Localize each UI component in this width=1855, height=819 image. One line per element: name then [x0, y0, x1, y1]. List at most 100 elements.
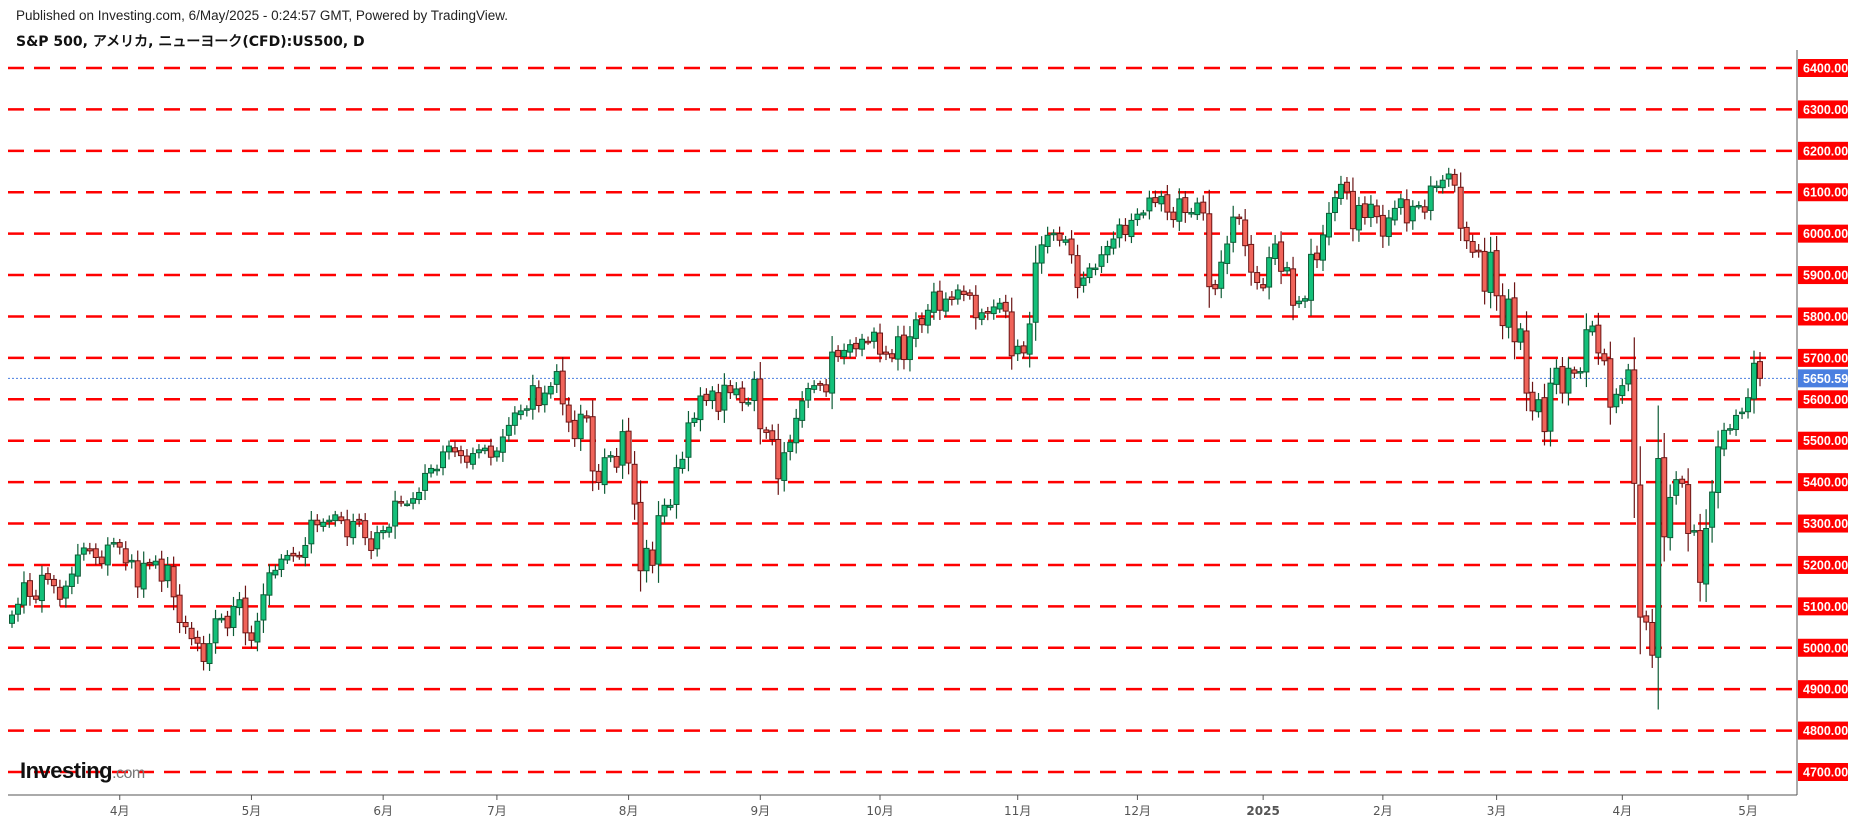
candle — [1613, 393, 1620, 408]
candle — [1661, 457, 1668, 538]
candle — [1158, 195, 1165, 205]
candle — [972, 294, 979, 319]
candle — [1290, 268, 1297, 306]
candle — [1451, 173, 1458, 186]
price-tick-label: 5800.00 — [1803, 310, 1848, 324]
candle — [877, 332, 884, 355]
candle — [667, 504, 674, 508]
candle — [1272, 243, 1279, 259]
candle — [1260, 284, 1267, 289]
price-tick-label: 4900.00 — [1803, 683, 1848, 697]
candle — [505, 424, 512, 436]
candle — [134, 560, 141, 588]
candle — [1529, 391, 1536, 412]
candle — [1457, 186, 1464, 229]
time-tick-label: 12月 — [1124, 804, 1151, 818]
candle — [529, 385, 536, 410]
candle — [128, 559, 135, 563]
candle — [835, 349, 842, 358]
candle — [589, 416, 596, 472]
candle — [1589, 325, 1596, 333]
candle — [386, 526, 393, 533]
candle — [320, 521, 327, 527]
price-label-box — [1798, 390, 1848, 409]
candle — [1164, 194, 1171, 213]
candle — [1475, 249, 1482, 253]
price-label-box — [1798, 473, 1848, 492]
candle — [1056, 233, 1063, 241]
price-label-box — [1798, 224, 1848, 243]
candle — [517, 410, 524, 416]
price-label-box — [1798, 555, 1848, 574]
candle — [1146, 197, 1153, 212]
candle — [853, 342, 860, 350]
candle — [1619, 385, 1626, 397]
candle — [859, 338, 866, 350]
candle — [918, 318, 925, 326]
candle — [1331, 197, 1338, 214]
candle — [1607, 358, 1614, 408]
price-label-box — [1798, 680, 1848, 699]
candle — [1152, 197, 1159, 204]
candle — [799, 400, 806, 421]
time-tick-label: 5月 — [242, 804, 262, 818]
candle — [104, 544, 111, 566]
candle — [1337, 183, 1344, 199]
candle — [823, 384, 830, 393]
price-label-box — [1798, 141, 1848, 160]
price-tick-label: 5400.00 — [1803, 476, 1848, 490]
candle — [1086, 267, 1093, 279]
candle — [1355, 204, 1362, 231]
candle — [894, 336, 901, 360]
candle — [1194, 202, 1201, 216]
time-tick-label: 7月 — [487, 804, 507, 818]
candle — [499, 436, 506, 453]
price-tick-label: 5100.00 — [1803, 600, 1848, 614]
candle — [218, 617, 225, 621]
price-label-box — [1798, 183, 1848, 202]
candle — [308, 519, 315, 545]
candle — [1751, 362, 1758, 400]
candle — [1385, 217, 1392, 238]
candle — [1439, 179, 1446, 189]
candle — [1637, 484, 1644, 618]
candle — [1062, 239, 1069, 243]
time-tick-label: 2月 — [1373, 804, 1393, 818]
candle — [457, 450, 464, 457]
logo-suffix: .com — [112, 765, 145, 782]
candle — [733, 388, 740, 396]
candle — [912, 319, 919, 339]
candle — [1050, 232, 1057, 236]
candle — [1421, 206, 1428, 213]
candle — [475, 449, 482, 454]
candle — [1445, 173, 1452, 180]
candle — [924, 309, 931, 326]
candle — [374, 532, 381, 550]
candle — [1044, 234, 1051, 247]
candle — [906, 336, 913, 361]
candle — [1517, 328, 1524, 343]
candle — [553, 371, 560, 385]
candle — [643, 547, 650, 572]
candle — [200, 643, 207, 662]
candle — [98, 556, 105, 565]
candle — [1463, 226, 1470, 242]
candle — [1643, 615, 1650, 623]
candle — [1595, 324, 1602, 354]
candle — [1679, 478, 1686, 484]
candle — [302, 544, 309, 558]
price-tick-label: 6400.00 — [1803, 62, 1848, 76]
candle — [1325, 212, 1332, 238]
candle — [739, 387, 746, 404]
candle — [1068, 238, 1075, 256]
candle — [1212, 284, 1219, 290]
candle — [1182, 197, 1189, 214]
candle — [571, 419, 578, 440]
candle — [68, 573, 75, 587]
candle — [541, 392, 548, 406]
price-label-box — [1798, 307, 1848, 326]
candle — [44, 573, 51, 580]
candle — [1433, 185, 1440, 189]
candle — [709, 390, 716, 402]
